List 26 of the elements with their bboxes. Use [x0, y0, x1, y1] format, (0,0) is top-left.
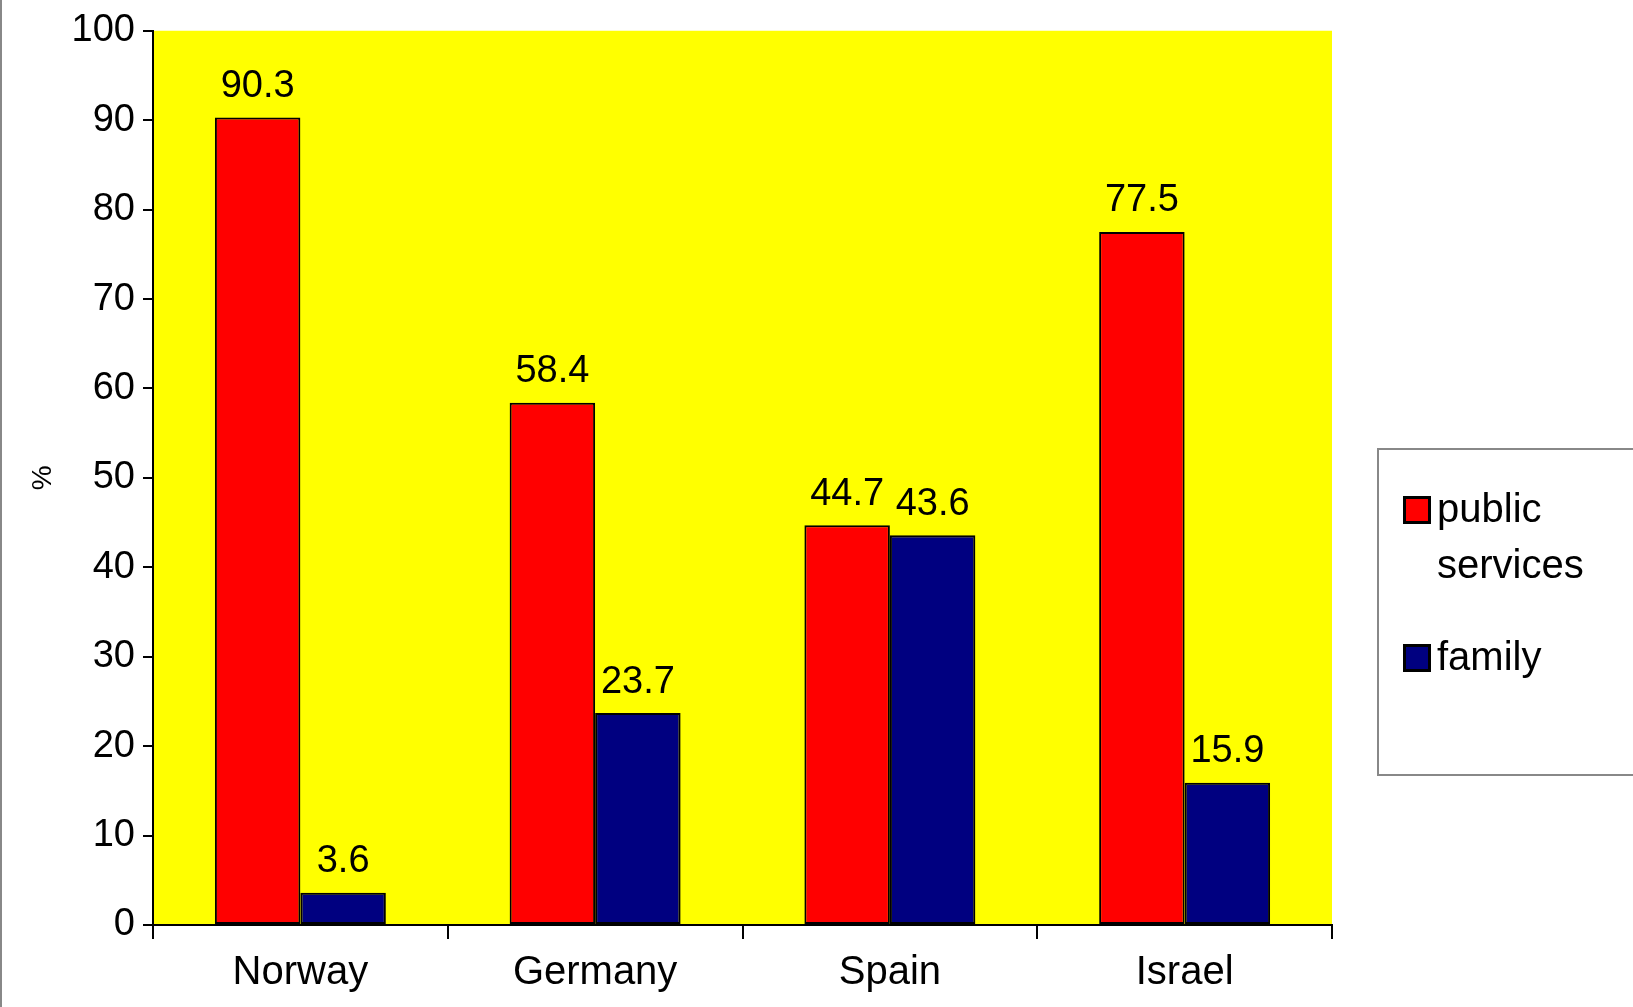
- y-tick-label: 70: [92, 275, 135, 318]
- y-tick-label: 40: [92, 543, 135, 586]
- data-label: 43.6: [895, 480, 970, 523]
- data-label: 23.7: [600, 658, 675, 701]
- x-tick-label: Norway: [232, 948, 369, 993]
- data-label: 77.5: [1104, 177, 1179, 220]
- data-label: 90.3: [220, 63, 295, 106]
- y-tick-label: 80: [92, 186, 135, 229]
- y-tick-label: 100: [71, 7, 135, 50]
- y-tick-label: 60: [92, 364, 135, 407]
- x-tick-label: Israel: [1135, 948, 1234, 993]
- y-tick-label: 90: [92, 96, 135, 139]
- y-tick-label: 10: [92, 812, 135, 855]
- data-label: 58.4: [515, 348, 590, 391]
- data-label: 3.6: [316, 838, 370, 881]
- y-tick-label: 0: [113, 901, 135, 944]
- y-tick-label: 30: [92, 633, 135, 676]
- legend-label: family: [1437, 633, 1542, 680]
- y-tick-label: 50: [92, 454, 135, 497]
- data-label: 44.7: [810, 470, 885, 513]
- y-tick-label: 20: [92, 722, 135, 765]
- x-tick-label: Spain: [838, 948, 942, 993]
- data-label: 15.9: [1190, 728, 1265, 771]
- legend-label: public services: [1437, 485, 1585, 588]
- x-tick-label: Germany: [512, 948, 678, 993]
- y-axis-title: %: [25, 465, 57, 491]
